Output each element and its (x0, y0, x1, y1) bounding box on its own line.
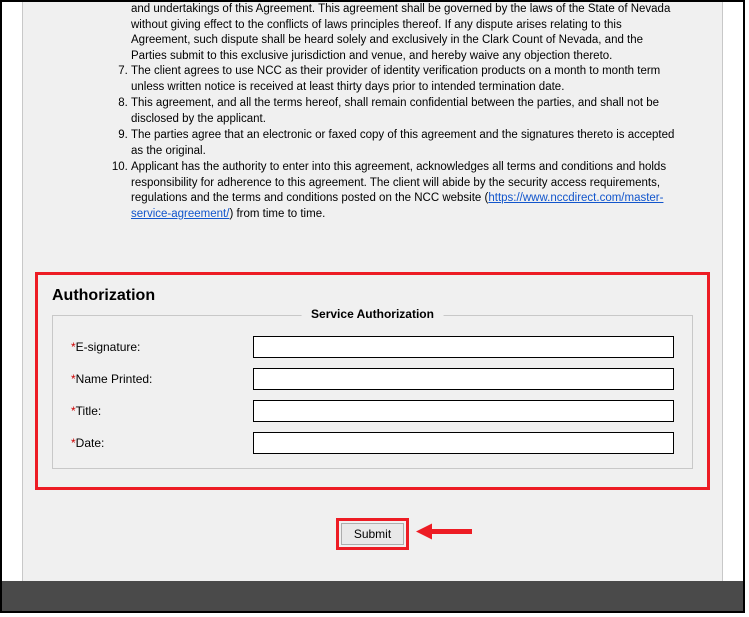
label-text: Title: (76, 404, 102, 418)
submit-button[interactable]: Submit (341, 523, 404, 545)
form-row-name-printed: *Name Printed: (71, 368, 674, 390)
term-item: The parties agree that an electronic or … (131, 128, 682, 159)
label-text: Date: (76, 436, 105, 450)
submit-highlight-box: Submit (336, 518, 409, 550)
input-date[interactable] (253, 432, 674, 454)
arrow-icon (416, 522, 472, 547)
authorization-heading: Authorization (52, 287, 693, 305)
authorization-section: Authorization Service Authorization *E-s… (35, 272, 710, 490)
form-row-title: *Title: (71, 400, 674, 422)
label-text: Name Printed: (76, 372, 153, 386)
label-text: E-signature: (76, 340, 141, 354)
submit-area: Submit (23, 518, 722, 550)
input-esignature[interactable] (253, 336, 674, 358)
link-suffix: ) from time to time. (229, 208, 325, 220)
label-date: *Date: (71, 436, 253, 450)
partial-term-text: and undertakings of this Agreement. This… (63, 2, 682, 64)
term-item: Applicant has the authority to enter int… (131, 160, 682, 222)
input-title[interactable] (253, 400, 674, 422)
footer-bar (2, 581, 743, 611)
window-frame: and undertakings of this Agreement. This… (0, 0, 745, 613)
form-row-esignature: *E-signature: (71, 336, 674, 358)
label-esignature: *E-signature: (71, 340, 253, 354)
term-item: This agreement, and all the terms hereof… (131, 96, 682, 127)
label-name-printed: *Name Printed: (71, 372, 253, 386)
service-authorization-fieldset: Service Authorization *E-signature: *Nam… (52, 315, 693, 469)
terms-list: and undertakings of this Agreement. This… (23, 2, 722, 222)
input-name-printed[interactable] (253, 368, 674, 390)
term-item: The client agrees to use NCC as their pr… (131, 64, 682, 95)
fieldset-legend: Service Authorization (301, 307, 444, 321)
content-panel: and undertakings of this Agreement. This… (22, 2, 723, 581)
form-row-date: *Date: (71, 432, 674, 454)
terms-ordered-list: The client agrees to use NCC as their pr… (63, 64, 682, 222)
label-title: *Title: (71, 404, 253, 418)
